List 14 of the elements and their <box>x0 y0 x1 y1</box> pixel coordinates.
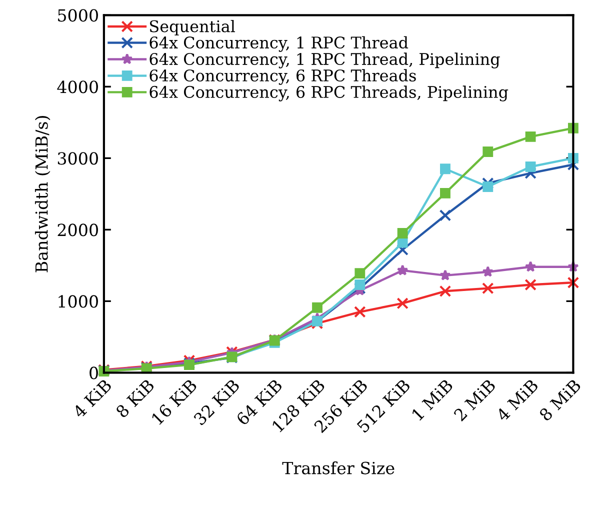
y-axis-title: Bandwidth (MiB/s) <box>34 116 50 272</box>
y-tick-label: 2000 <box>58 224 98 236</box>
x-tick-label: 4 KiB <box>72 378 112 419</box>
legend-label: Sequential <box>150 20 235 36</box>
legend-label: 64x Concurrency, 6 RPC Threads <box>150 69 416 85</box>
y-tick-label: 5000 <box>58 9 98 22</box>
legend-label: 64x Concurrency, 1 RPC Thread <box>150 36 408 52</box>
y-tick-label: 4000 <box>57 80 98 94</box>
y-tick-label: 3000 <box>58 152 98 165</box>
y-tick-label: 1000 <box>58 295 98 308</box>
legend-label: 64x Concurrency, 1 RPC Thread, Pipelining <box>150 52 500 68</box>
y-tick-label: 0 <box>90 366 98 380</box>
x-axis-title: Transfer Size <box>282 461 394 474</box>
legend-label: 64x Concurrency, 6 RPC Threads, Pipelining <box>150 86 508 102</box>
